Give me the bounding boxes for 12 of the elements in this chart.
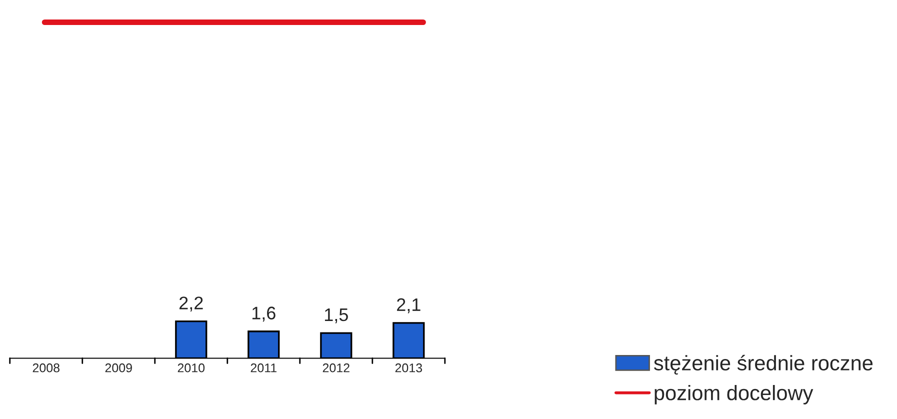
x-tick-label: 2009 bbox=[105, 363, 132, 372]
data-label: 2,1 bbox=[397, 298, 420, 314]
data-label: 2,2 bbox=[179, 296, 203, 312]
data-label: 1,6 bbox=[252, 306, 276, 322]
legend-label: poziom docelowy bbox=[654, 384, 814, 404]
x-tick-label: 2013 bbox=[395, 363, 422, 372]
x-tick-label: 2008 bbox=[32, 363, 60, 372]
x-tick-label: 2010 bbox=[178, 363, 205, 372]
x-tick-label: 2012 bbox=[322, 363, 350, 372]
legend-label: stężenie średnie roczne bbox=[654, 354, 873, 375]
data-label: 1,5 bbox=[324, 308, 348, 324]
x-tick-label: 2011 bbox=[250, 363, 276, 372]
